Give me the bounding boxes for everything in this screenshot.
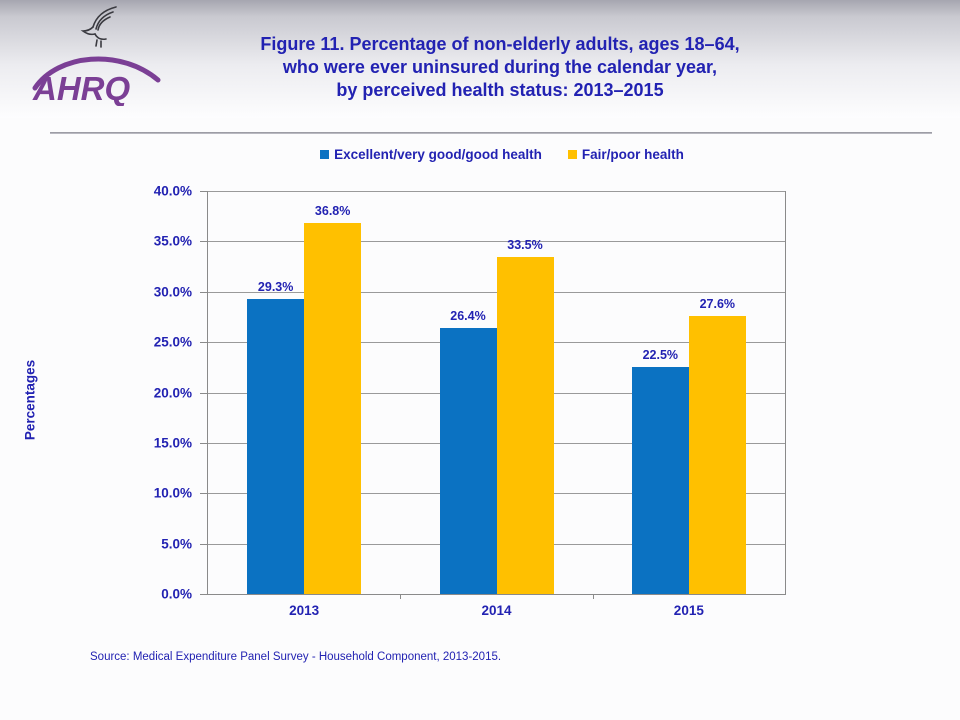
hhs-eagle-icon: [80, 6, 117, 48]
bar-value-label: 29.3%: [257, 279, 294, 294]
bar-value-label: 36.8%: [314, 204, 351, 219]
bar-2014-excellent: [439, 328, 497, 594]
ahrq-wordmark: AHRQ: [32, 56, 161, 106]
svg-text:AHRQ: AHRQ: [32, 70, 130, 106]
legend-label: Fair/poor health: [581, 147, 684, 162]
y-axis-label: 40.0%: [153, 183, 192, 199]
legend-label: Excellent/very good/good health: [334, 147, 542, 162]
gridline: [208, 241, 785, 243]
x-axis-label: 2014: [481, 603, 512, 618]
x-axis-tick: [400, 594, 402, 599]
legend-swatch-icon: [567, 150, 577, 159]
bar-value-label: 27.6%: [699, 296, 736, 311]
y-axis-label: 10.0%: [153, 485, 192, 501]
bar-value-label: 26.4%: [450, 309, 486, 324]
figure-title-line1: Figure 11. Percentage of non-elderly adu…: [260, 34, 740, 54]
y-axis-tick: [200, 442, 208, 444]
y-axis-tick: [200, 392, 208, 394]
y-axis-tick: [200, 342, 208, 344]
bar-2014-fairpoor: [496, 256, 554, 594]
bar-2013-fairpoor: [304, 223, 362, 594]
legend-item: Fair/poor health: [567, 147, 684, 162]
y-axis-tick: [200, 543, 208, 545]
y-axis-label: 30.0%: [153, 284, 192, 300]
y-axis-label: 5.0%: [161, 536, 192, 552]
figure-title-line3: by perceived health status: 2013–2015: [336, 80, 664, 100]
y-axis-label: 0.0%: [161, 586, 192, 602]
bar-value-label: 22.5%: [642, 348, 679, 363]
bar-value-label: 33.5%: [507, 237, 543, 252]
plot-area: 0.0% 5.0% 10.0% 15.0% 20.0% 25.0% 30.0% 35.0% 40…: [154, 184, 786, 618]
y-axis-label: 25.0%: [153, 334, 192, 350]
legend-item: Excellent/very good/good health: [320, 147, 542, 162]
y-axis-tick: [200, 493, 208, 495]
x-axis-label: 2015: [673, 603, 704, 618]
y-axis-title: Percentages: [22, 359, 38, 441]
x-axis-label: 2013: [289, 603, 320, 618]
legend-swatch-icon: [320, 150, 330, 159]
y-axis-tick: [200, 291, 208, 293]
figure-title: Figure 11. Percentage of non-elderly adu…: [0, 33, 960, 102]
chart-legend: Excellent/very good/good health Fair/poor…: [0, 147, 960, 162]
y-axis-label: 35.0%: [153, 233, 192, 249]
header-divider: [50, 132, 932, 134]
header-band: AHRQ Figure 11. Percentage of non-elderl…: [0, 0, 960, 118]
source-note: Source: Medical Expenditure Panel Survey…: [90, 651, 502, 663]
y-axis-label: 20.0%: [153, 385, 192, 400]
y-axis-tick: [200, 241, 208, 243]
ahrq-logo: AHRQ: [32, 4, 164, 108]
y-axis-tick: [200, 191, 208, 192]
bar-2015-fairpoor: [688, 315, 746, 594]
figure-title-line2: who were ever uninsured during the calen…: [282, 57, 718, 77]
y-axis-tick: [200, 594, 208, 595]
bar-2013-excellent: [247, 298, 305, 594]
x-axis-tick: [592, 594, 594, 599]
y-axis-label: 15.0%: [153, 435, 192, 451]
bar-2015-excellent: [631, 367, 689, 594]
gridline: [208, 191, 785, 192]
